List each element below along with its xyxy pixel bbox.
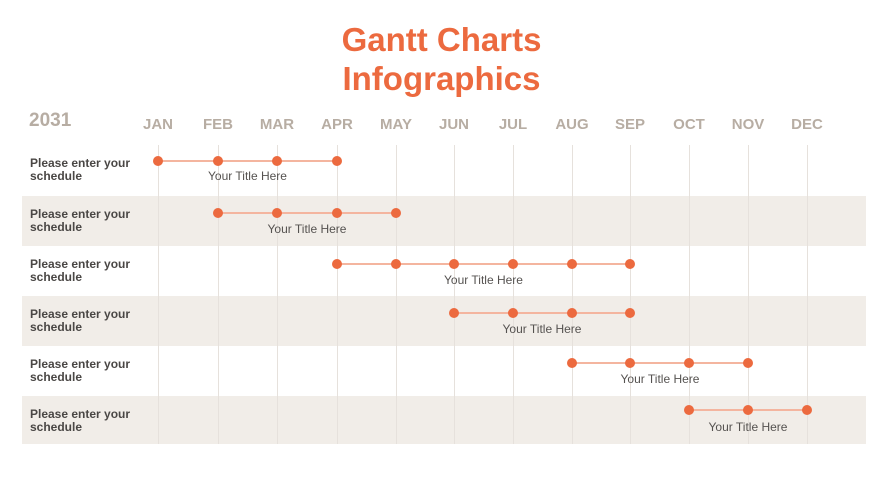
month-label-dec: DEC (791, 116, 823, 133)
task-label: Please enter your schedule (30, 357, 131, 384)
month-label-nov: NOV (731, 116, 765, 133)
task-milestone-dot (508, 259, 518, 269)
task-milestone-dot (625, 259, 635, 269)
task-bar-title: Your Title Here (620, 372, 700, 386)
gridline-dec (807, 145, 808, 444)
gridline-may (396, 145, 397, 444)
gridline-aug (572, 145, 573, 444)
task-row-6 (22, 396, 866, 444)
task-milestone-dot (332, 208, 342, 218)
task-milestone-dot (567, 308, 577, 318)
task-label: Please enter your schedule (30, 156, 131, 183)
task-milestone-dot (332, 156, 342, 166)
task-milestone-dot (508, 308, 518, 318)
task-bar-title: Your Title Here (708, 420, 788, 434)
gridline-oct (689, 145, 690, 444)
gridline-mar (277, 145, 278, 444)
task-milestone-dot (625, 358, 635, 368)
task-milestone-dot (684, 358, 694, 368)
task-milestone-dot (449, 308, 459, 318)
task-milestone-dot (391, 208, 401, 218)
task-label: Please enter your schedule (30, 257, 131, 284)
gridline-jun (454, 145, 455, 444)
chart-title-line-2: Infographics (342, 60, 541, 97)
task-bar-line (454, 312, 630, 314)
task-label: Please enter your schedule (30, 307, 131, 334)
task-milestone-dot (684, 405, 694, 415)
month-label-jun: JUN (438, 116, 469, 133)
month-label-apr: APR (321, 116, 353, 133)
month-label-sep: SEP (614, 116, 645, 133)
task-milestone-dot (332, 259, 342, 269)
task-milestone-dot (153, 156, 163, 166)
month-label-jul: JUL (498, 116, 528, 133)
task-milestone-dot (802, 405, 812, 415)
task-label: Please enter your schedule (30, 207, 131, 234)
gridline-jul (513, 145, 514, 444)
chart-title-line-1: Gantt Charts (341, 21, 542, 58)
task-bar-title: Your Title Here (208, 169, 287, 183)
task-bar-line (337, 263, 630, 265)
task-milestone-dot (272, 156, 282, 166)
task-bar-line (572, 362, 748, 364)
task-milestone-dot (625, 308, 635, 318)
month-label-may: MAY (380, 116, 412, 133)
month-label-oct: OCT (673, 116, 705, 133)
month-label-mar: MAR (259, 116, 295, 133)
gridline-sep (630, 145, 631, 444)
task-milestone-dot (449, 259, 459, 269)
task-milestone-dot (743, 358, 753, 368)
task-milestone-dot (272, 208, 282, 218)
task-milestone-dot (743, 405, 753, 415)
month-label-aug: AUG (555, 116, 589, 133)
month-label-feb: FEB (203, 116, 233, 133)
task-bar-title: Your Title Here (502, 322, 582, 336)
task-milestone-dot (213, 208, 223, 218)
task-bar-line (158, 160, 337, 162)
gridline-feb (218, 145, 219, 444)
gridline-jan (158, 145, 159, 444)
task-milestone-dot (213, 156, 223, 166)
month-label-jan: JAN (142, 116, 173, 133)
gridline-nov (748, 145, 749, 444)
task-milestone-dot (567, 358, 577, 368)
task-milestone-dot (391, 259, 401, 269)
task-bar-title: Your Title Here (444, 273, 523, 287)
task-milestone-dot (567, 259, 577, 269)
year-label: 2031 (29, 110, 72, 131)
task-row-4 (22, 296, 866, 346)
task-bar-line (218, 212, 396, 214)
gridline-apr (337, 145, 338, 444)
task-row-2 (22, 196, 866, 246)
task-bar-title: Your Title Here (267, 222, 347, 236)
task-label: Please enter your schedule (30, 407, 131, 434)
